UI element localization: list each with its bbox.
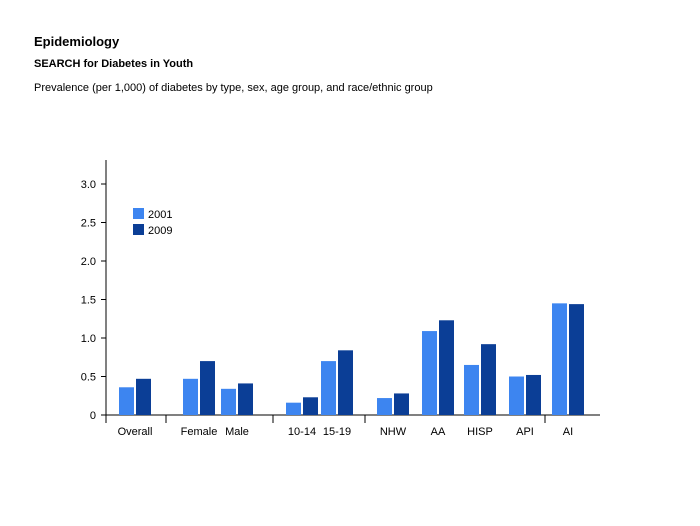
chart-bars	[119, 303, 584, 415]
chart-legend: 2001 2009	[133, 208, 172, 237]
bar-2009-female	[200, 361, 215, 415]
page-title: Epidemiology	[34, 34, 120, 49]
y-tick-label: 1.0	[81, 333, 96, 345]
y-tick-label: 0.5	[81, 372, 96, 384]
bar-2009-15-19	[338, 350, 353, 415]
x-tick-label: AA	[431, 426, 446, 438]
bar-2001-male	[221, 388, 236, 415]
y-tick-label: 2.0	[81, 256, 96, 268]
bar-2009-hisp	[481, 344, 496, 415]
bar-2009-ai	[569, 304, 584, 415]
bar-2009-nhw	[394, 393, 409, 415]
bar-2001-female	[183, 378, 198, 415]
y-tick-label: 0	[90, 410, 96, 422]
bar-2001-ai	[552, 303, 567, 415]
x-tick-label: Male	[225, 426, 249, 438]
x-tick-label: HISP	[467, 426, 493, 438]
legend-swatch-2001	[133, 208, 144, 219]
bar-2009-male	[238, 383, 253, 415]
chart-description: Prevalence (per 1,000) of diabetes by ty…	[34, 82, 433, 94]
bar-2001-15-19	[321, 361, 336, 415]
x-tick-label: NHW	[380, 426, 407, 438]
x-tick-label: Overall	[118, 426, 153, 438]
x-tick-label: Female	[181, 426, 218, 438]
x-tick-label: AI	[563, 426, 573, 438]
bar-2001-hisp	[464, 364, 479, 415]
bar-2001-nhw	[377, 398, 392, 415]
x-tick-label: 15-19	[323, 426, 351, 438]
legend-label-2009: 2009	[148, 225, 172, 237]
legend-swatch-2009	[133, 224, 144, 235]
bar-2001-overall	[119, 387, 134, 415]
bar-2001-aa	[422, 331, 437, 415]
y-tick-label: 3.0	[81, 179, 96, 191]
bar-2009-overall	[136, 378, 151, 415]
bar-2009-10-14	[303, 397, 318, 415]
x-tick-label: 10-14	[288, 426, 316, 438]
x-axis-labels: Overall Female Male 10-14 15-19 NHW AA HISP API A…	[118, 426, 574, 438]
y-tick-label: 1.5	[81, 295, 96, 307]
chart-subtitle: SEARCH for Diabetes in Youth	[34, 58, 194, 70]
x-tick-label: API	[516, 426, 534, 438]
bar-2009-api	[526, 374, 541, 415]
y-tick-label: 2.5	[81, 218, 96, 230]
bar-2001-api	[509, 376, 524, 415]
bar-2001-10-14	[286, 402, 301, 415]
legend-label-2001: 2001	[148, 209, 172, 221]
bar-2009-aa	[439, 320, 454, 415]
